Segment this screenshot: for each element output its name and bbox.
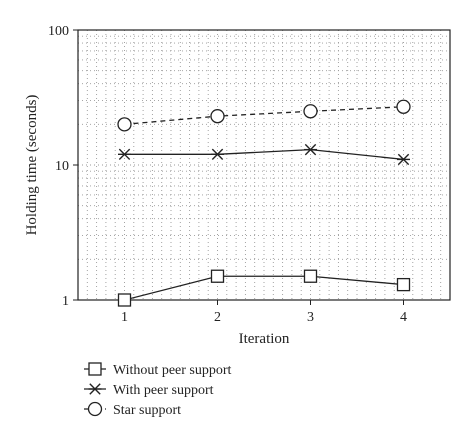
data-point-stroke <box>397 153 410 166</box>
legend-label: Without peer support <box>113 363 232 378</box>
data-point <box>88 383 102 395</box>
data-point <box>210 269 225 283</box>
data-point-stroke <box>118 148 131 161</box>
grid-lines <box>78 30 450 300</box>
data-point-stroke <box>89 383 101 395</box>
axis-ticks: 1 2 3 4 1 10 100 <box>48 24 407 325</box>
data-point-stroke <box>304 143 317 156</box>
series-line <box>124 275 404 301</box>
legend-label: With peer support <box>113 383 214 398</box>
x-tick-label: 2 <box>214 310 221 325</box>
data-point <box>303 269 318 283</box>
data-point-stroke <box>211 148 224 161</box>
data-point <box>117 293 132 307</box>
data-point <box>88 362 102 376</box>
x-tick-label: 1 <box>121 310 128 325</box>
data-point <box>397 153 410 166</box>
data-point <box>210 109 225 124</box>
legend-entry: With peer support <box>84 383 214 398</box>
data-point <box>396 99 411 114</box>
legend: Without peer support With peer support Sta… <box>84 362 232 418</box>
data-point <box>211 148 224 161</box>
series-layer <box>117 99 411 307</box>
data-point <box>303 104 318 119</box>
data-point <box>304 143 317 156</box>
series-line <box>124 106 404 126</box>
data-point <box>117 117 132 132</box>
x-axis-title: Iteration <box>239 331 290 347</box>
series-line <box>124 148 404 161</box>
data-point <box>87 401 103 417</box>
y-tick-label: 10 <box>55 159 69 174</box>
y-axis-title: Holding time (seconds) <box>24 95 40 236</box>
x-tick-label: 3 <box>307 310 314 325</box>
data-point <box>396 277 411 292</box>
legend-label: Star support <box>113 403 181 418</box>
x-tick-label: 4 <box>400 310 407 325</box>
y-tick-label: 1 <box>62 294 69 309</box>
y-tick-label: 100 <box>48 24 69 39</box>
legend-entry: Star support <box>84 401 181 418</box>
data-point <box>118 148 131 161</box>
legend-entry: Without peer support <box>84 362 232 378</box>
